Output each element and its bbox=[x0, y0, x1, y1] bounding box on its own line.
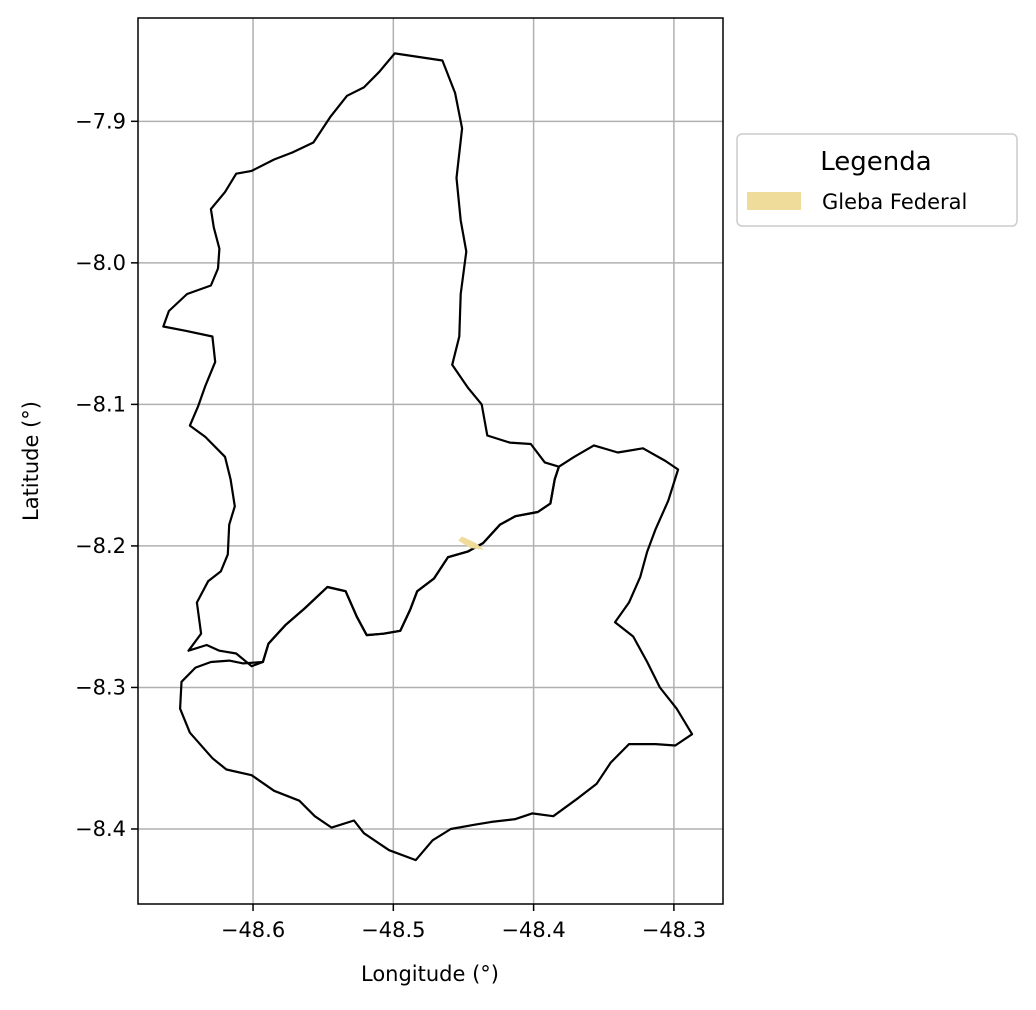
y-tick-label-5: −8.4 bbox=[75, 817, 126, 841]
y-tick-label-4: −8.3 bbox=[75, 675, 126, 699]
legend-entry-gleba-federal: Gleba Federal bbox=[822, 190, 967, 214]
plot-frame bbox=[137, 17, 724, 905]
y-tick-label-1: −8.0 bbox=[75, 251, 126, 275]
x-axis-label: Longitude (°) bbox=[361, 962, 499, 986]
y-tick-label-0: −7.9 bbox=[75, 109, 126, 133]
map-data-layer bbox=[162, 52, 694, 862]
legend-title: Legenda bbox=[820, 147, 931, 177]
x-tick-label-2: −48.4 bbox=[501, 918, 565, 942]
x-tick-label-3: −48.3 bbox=[642, 918, 706, 942]
x-tick-label-0: −48.6 bbox=[221, 918, 285, 942]
legend-swatch-gleba-federal bbox=[747, 192, 801, 210]
y-axis-label: Latitude (°) bbox=[19, 401, 43, 521]
boundary-southern-municipality bbox=[179, 444, 694, 862]
legend: Legenda Gleba Federal bbox=[736, 133, 1018, 227]
axis-ticks: −48.6 −48.5 −48.4 −48.3 −7.9 −8.0 −8.1 −8.2 −8.3… bbox=[75, 109, 706, 942]
x-tick-label-1: −48.5 bbox=[361, 918, 425, 942]
legend-box bbox=[736, 133, 1018, 227]
gleba-federal-area bbox=[458, 536, 485, 550]
y-tick-label-3: −8.2 bbox=[75, 534, 126, 558]
boundary-northern-municipality bbox=[162, 52, 561, 668]
grid-lines bbox=[138, 18, 723, 904]
y-tick-label-2: −8.1 bbox=[75, 392, 126, 416]
